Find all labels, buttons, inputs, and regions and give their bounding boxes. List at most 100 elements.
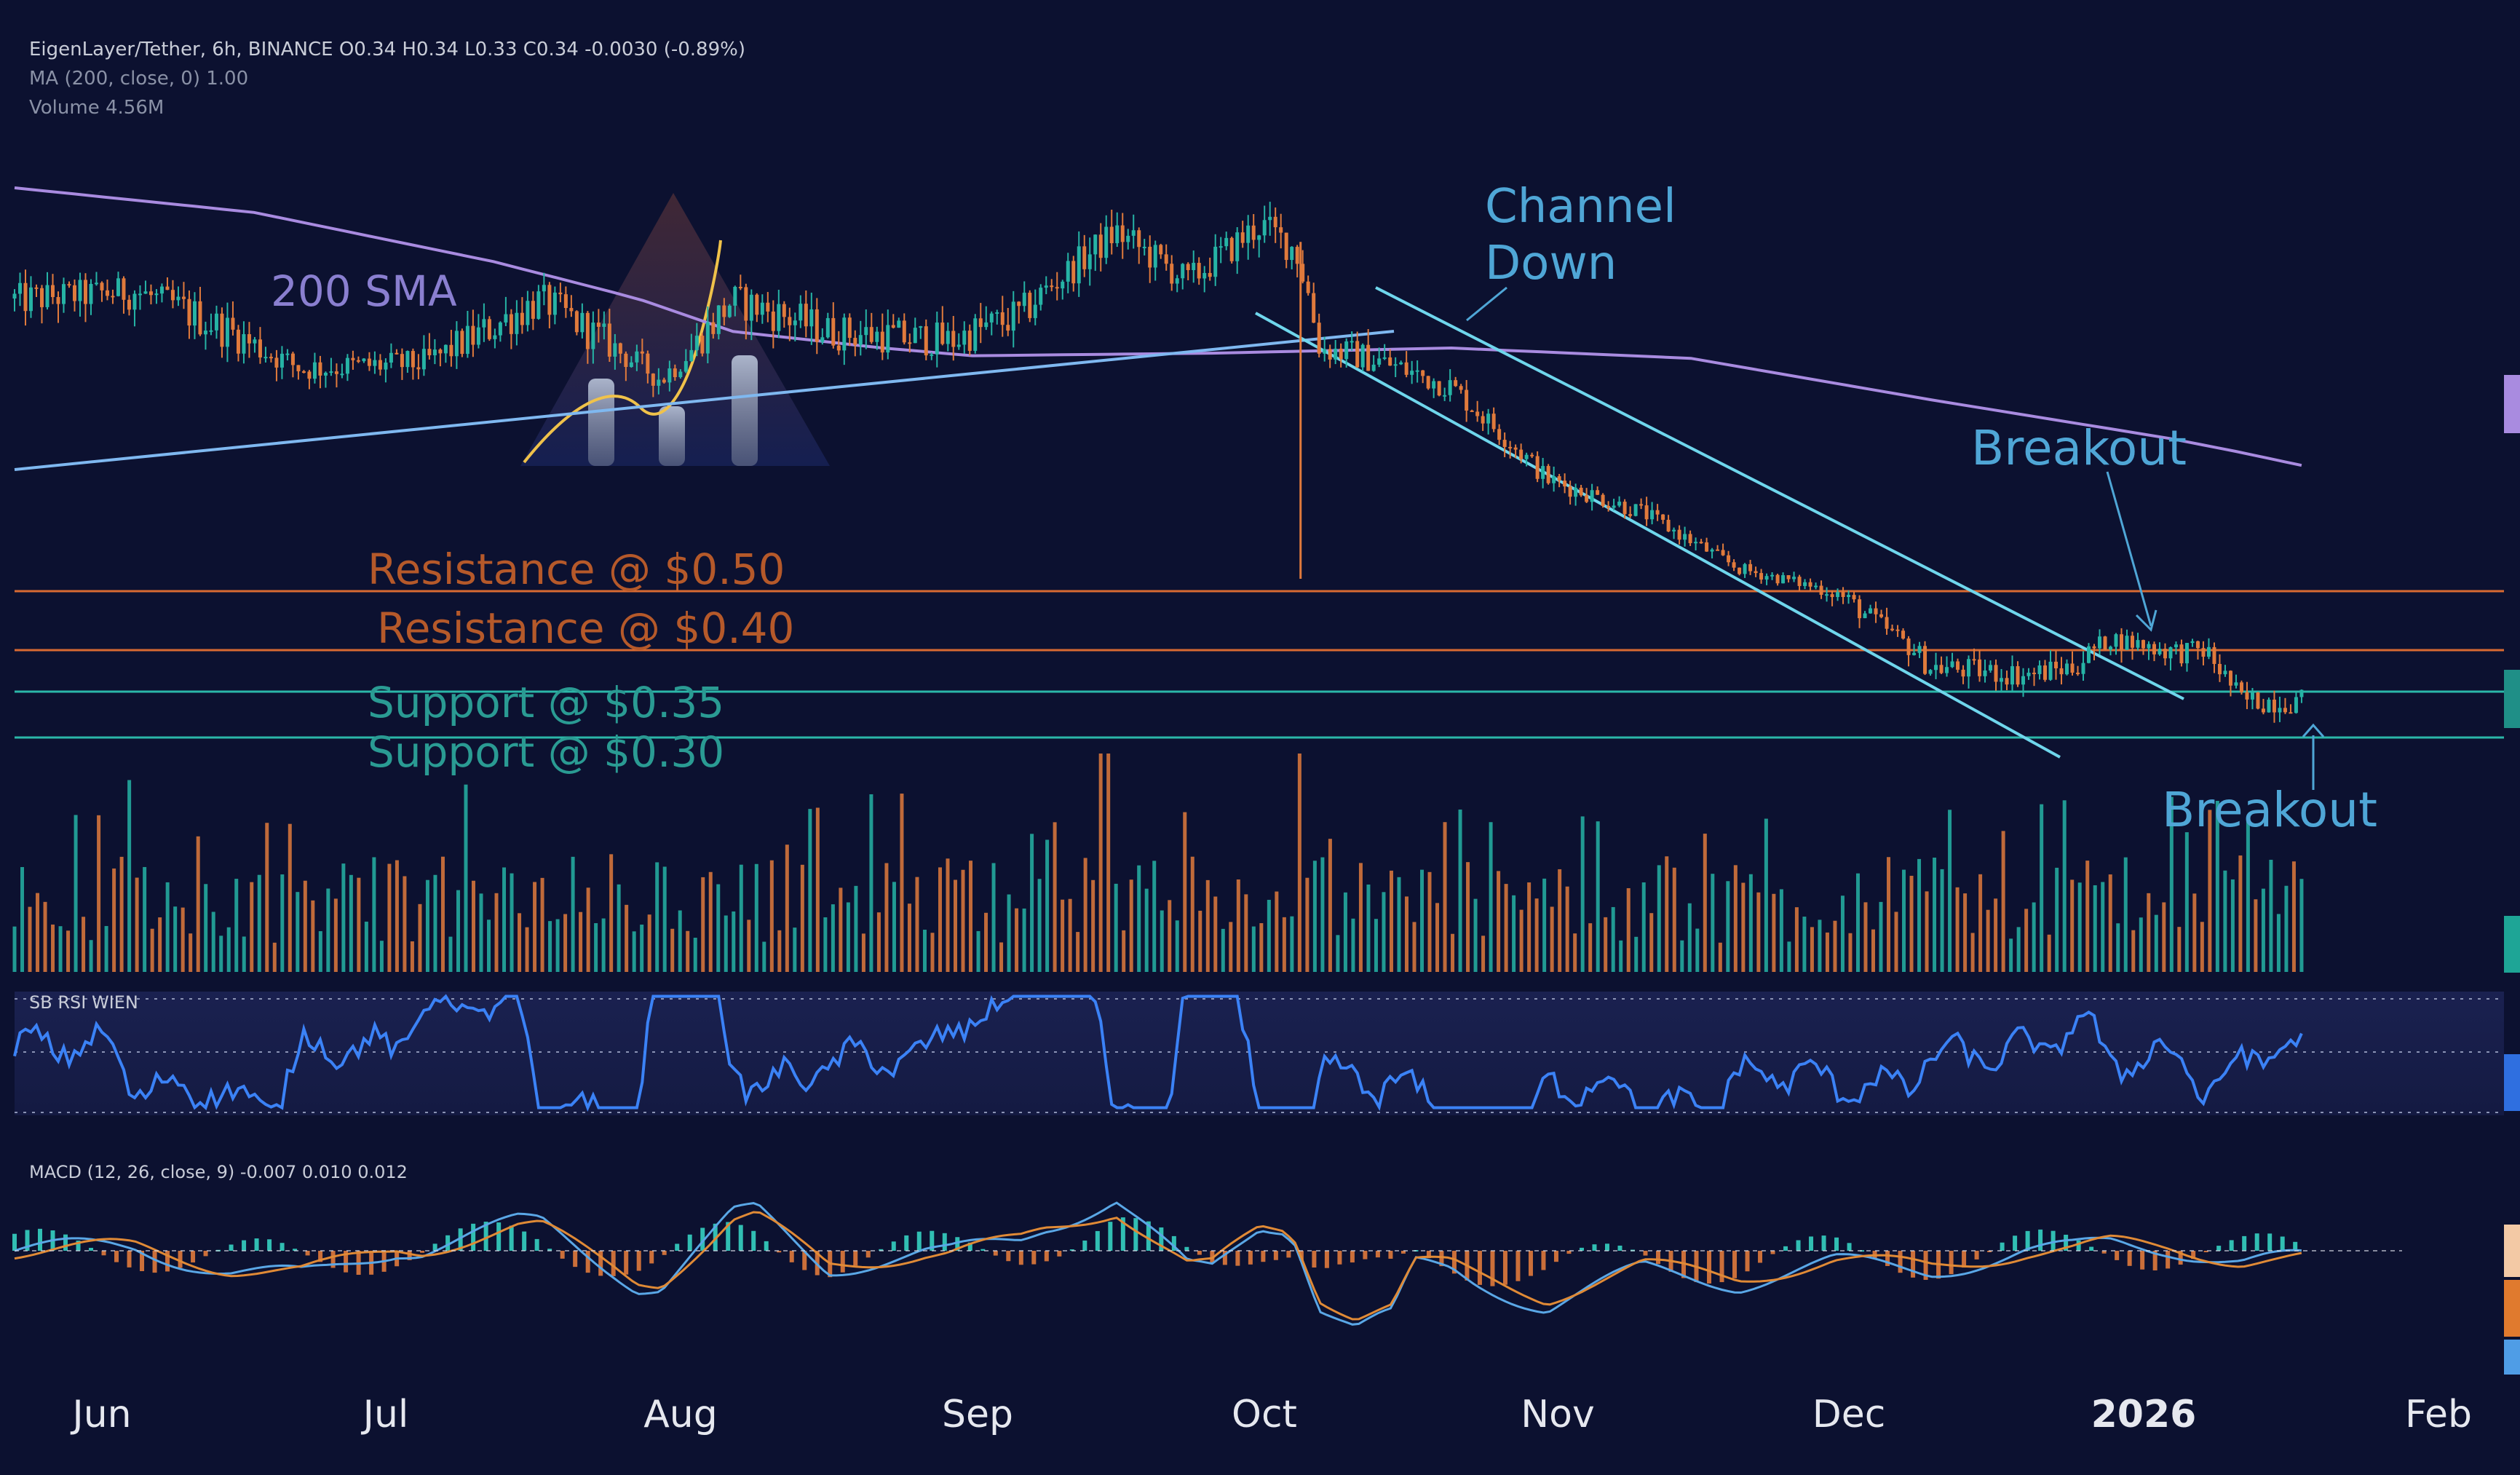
candle-body [956,344,961,347]
candle-body [624,353,628,368]
volume-bar [2284,885,2289,972]
volume-bar [135,877,139,972]
volume-bar [1672,867,1676,972]
volume-bar [548,921,552,972]
candle-body [1967,659,1971,677]
macd-histogram-bar [726,1222,731,1251]
volume-bar [2200,922,2204,972]
volume-bar [1970,933,1975,972]
macd-histogram-bar [1248,1251,1253,1265]
volume-bar [1764,818,1768,972]
volume-bar [372,857,376,972]
volume-bar [571,856,575,972]
macd-histogram-bar [1451,1251,1457,1274]
candle-body [716,305,721,334]
volume-bar [1053,822,1057,972]
volume-bar [2024,909,2029,972]
volume-bar [1160,910,1164,972]
volume-bar [433,874,437,972]
candle-body [1208,272,1212,277]
volume-bar [234,879,239,972]
candle-body [1033,304,1037,318]
candle-body [323,373,328,376]
candle-body [187,298,191,326]
volume-bar [1504,884,1508,972]
volume-bar [1665,856,1669,972]
candle-body [296,365,301,371]
macd-histogram-bar [152,1251,157,1273]
candle-body [2147,644,2151,649]
candle-body [1170,264,1174,284]
candle-body [771,311,775,331]
macd-histogram-bar [1312,1251,1317,1268]
candle-body [34,287,39,289]
legend-ma-line[interactable]: MA (200, close, 0) 1.00 [29,68,249,90]
volume-bar [250,882,254,972]
candle-body [154,293,159,296]
macd-histogram-bar [1350,1251,1355,1263]
candle-body [520,312,524,325]
candle-body [580,312,585,333]
candle-body [536,291,541,319]
macd-histogram-bar [1031,1251,1037,1265]
volume-bar [1825,932,1829,972]
candle-body [1137,230,1141,248]
candle-body [1945,667,1949,673]
candle-body [847,317,852,339]
volume-bar [2254,899,2258,972]
candle-body [384,363,388,370]
candle-body [585,312,590,349]
candle-body [1836,592,1840,598]
macd-histogram-bar [930,1230,935,1251]
candle-body [411,351,415,368]
macd-histogram-bar [1286,1251,1291,1258]
candle-body [1126,235,1130,242]
volume-bar [150,928,154,972]
volume-bar [1007,894,1011,972]
macd-histogram-bar [1375,1251,1380,1258]
volume-bar [892,882,896,972]
macd-histogram-bar [1006,1251,1011,1262]
candle-body [421,349,426,370]
candle-body [782,304,786,317]
candle-body [891,325,895,328]
candle-body [651,373,655,386]
candle-body [1983,670,1987,676]
candle-body [1181,264,1185,279]
legend-symbol-line[interactable]: EigenLayer/Tether, 6h, BINANCE O0.34 H0.… [29,39,745,60]
candle-body [2195,641,2200,649]
volume-bar [1236,879,1240,972]
candle-body [799,304,803,321]
macd-histogram-bar [879,1249,884,1251]
volume-bar [1542,878,1547,972]
candle-body [1093,234,1098,255]
volume-bar [1175,920,1179,972]
volume-bar [189,933,193,972]
candle-body [913,328,917,344]
macd-histogram-bar [2191,1251,2196,1260]
volume-bar [2032,902,2036,972]
candle-body [1819,585,1823,595]
candle-body [1061,281,1065,289]
candle-body [253,339,257,344]
x-axis-label: Dec [1812,1393,1886,1436]
channel-lower-line [1255,312,2061,759]
candle-body [1601,494,1605,507]
candle-body [1334,348,1338,360]
macd-histogram-bar [2013,1235,2018,1251]
candle-body [1808,582,1812,587]
volume-bar [1366,884,1371,972]
volume-bar [1986,909,1990,972]
macd-histogram-bar [165,1251,170,1272]
legend-volume-line[interactable]: Volume 4.56M [29,97,165,119]
volume-bar [196,836,200,972]
volume-bar [1312,861,1317,972]
volume-bar [1848,933,1853,972]
candle-body [1197,263,1201,279]
rsi-line [13,994,2303,1112]
volume-bar [1152,861,1157,972]
candle-body [159,286,164,294]
macd-histogram-bar [624,1251,629,1275]
candle-body [662,379,666,383]
